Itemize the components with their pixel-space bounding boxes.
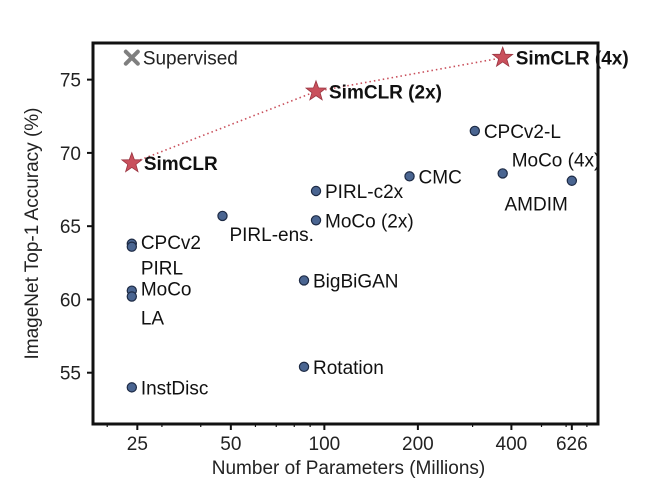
y-tick-label: 55 [60,364,81,385]
simclr-line [131,56,503,164]
y-axis-title: ImageNet Top-1 Accuracy (%) [22,107,43,359]
simclr-label: SimCLR (2x) [329,82,442,103]
x-tick-label: 25 [127,434,148,455]
legend-label: Supervised [143,49,238,70]
y-tick-label: 70 [60,144,81,165]
point-label: BigBiGAN [313,271,399,292]
point-label: AMDIM [505,195,568,216]
x-axis-title: Number of Parameters (Millions) [212,458,485,479]
point-label: CPCv2-L [484,122,561,143]
data-point [469,125,481,137]
point-label: PIRL-ens. [229,225,313,246]
point-label: CPCv2 [141,233,201,254]
data-point [310,215,322,226]
point-label: CMC [419,167,462,188]
data-point [126,382,138,393]
point-label: Rotation [313,358,384,379]
data-point [298,275,310,286]
x-tick-label: 626 [556,434,588,455]
x-tick-label: 200 [402,434,434,455]
data-point [217,210,228,222]
x-tick-label: 100 [309,434,341,455]
point-label: MoCo [141,280,192,301]
data-point [497,168,508,179]
point-label: MoCo (2x) [325,211,414,232]
y-tick-label: 75 [60,71,81,92]
plot-frame [91,41,600,426]
supervised-x-icon [123,49,140,66]
data-point [298,361,310,373]
simclr-star-marker [304,79,328,101]
y-tick-label: 65 [60,217,81,238]
simclr-label: SimCLR (4x) [516,49,629,70]
data-point [126,291,138,302]
point-label: InstDisc [141,378,209,399]
simclr-star-marker [120,151,143,173]
y-tick-label: 60 [60,290,81,311]
data-point [566,175,578,186]
data-point [404,171,415,182]
x-tick-label: 50 [220,434,241,455]
data-point [126,241,138,252]
data-point [310,185,322,197]
simclr-star-marker [491,45,514,68]
point-label: MoCo (4x) [512,150,601,171]
point-label: LA [141,309,165,330]
x-tick-label: 400 [496,434,528,455]
simclr-label: SimCLR [144,154,218,175]
point-label: PIRL [141,259,183,280]
point-label: PIRL-c2x [325,182,404,203]
